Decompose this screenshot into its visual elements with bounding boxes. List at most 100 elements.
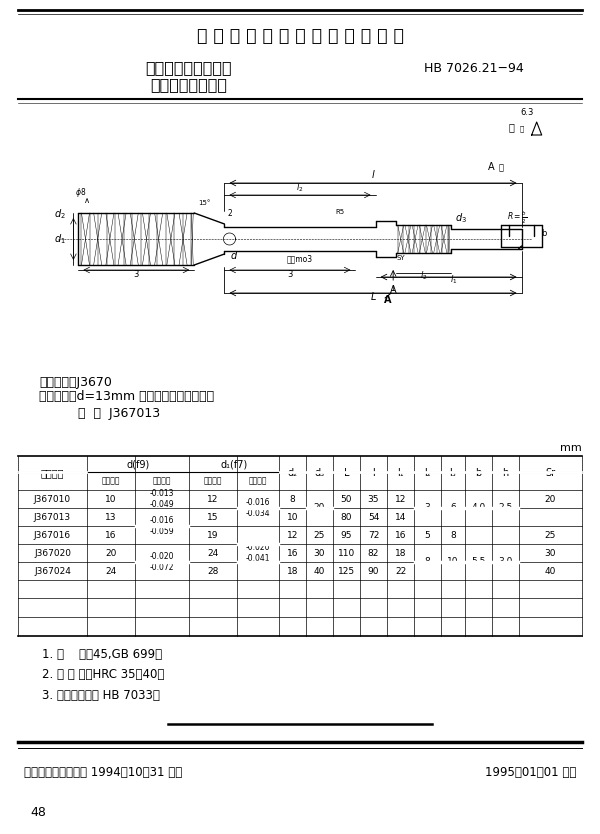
Text: 标记代号: 标记代号 [41, 468, 64, 478]
Text: 16: 16 [287, 549, 298, 557]
Text: $d$: $d$ [230, 249, 239, 261]
Text: d₁(f7): d₁(f7) [220, 459, 248, 469]
Text: 分类代号：J3670: 分类代号：J3670 [39, 375, 112, 389]
Text: 中国航空工业总公司 1994－10－31 发布: 中国航空工业总公司 1994－10－31 发布 [24, 766, 182, 778]
Text: $d_1$: $d_1$ [55, 232, 66, 246]
Text: $\phi 8$: $\phi 8$ [75, 186, 86, 199]
Text: 滚花mo3: 滚花mo3 [287, 254, 313, 263]
Text: 18: 18 [287, 566, 298, 575]
Text: 2.5: 2.5 [499, 504, 512, 513]
Text: l₁: l₁ [397, 468, 404, 478]
Text: 8: 8 [425, 557, 430, 566]
Text: 16: 16 [395, 530, 406, 540]
Text: -0.016
-0.034: -0.016 -0.034 [245, 498, 271, 518]
Text: 15: 15 [207, 513, 219, 521]
Text: A: A [383, 295, 391, 305]
Text: -0.013
-0.049: -0.013 -0.049 [149, 490, 175, 509]
Text: 3. 技术条件：按 HB 7033。: 3. 技术条件：按 HB 7033。 [42, 689, 160, 702]
Text: 20: 20 [545, 495, 556, 504]
Text: $l_2$: $l_2$ [296, 181, 304, 193]
Text: $d_2$: $d_2$ [55, 207, 66, 221]
Text: 标记示例：d=13mm 的带滚花头定位插销：: 标记示例：d=13mm 的带滚花头定位插销： [39, 390, 214, 404]
Text: J367010: J367010 [34, 495, 71, 504]
Text: mm: mm [560, 443, 582, 453]
Text: 22: 22 [395, 566, 406, 575]
Text: 1. 材    料：45,GB 699。: 1. 材 料：45,GB 699。 [42, 647, 162, 661]
Text: 12: 12 [395, 495, 406, 504]
Text: 1995－01－01 实施: 1995－01－01 实施 [485, 766, 576, 778]
Text: 110: 110 [338, 549, 355, 557]
Text: 24: 24 [208, 549, 218, 557]
Text: 基本尺寸: 基本尺寸 [204, 476, 222, 485]
Text: 基本尺寸: 基本尺寸 [102, 476, 120, 485]
Text: ∧: ∧ [83, 196, 89, 205]
Text: 18: 18 [395, 549, 406, 557]
Text: 40: 40 [314, 566, 325, 575]
Text: 2. 热 处 理：HRC 35～40。: 2. 热 处 理：HRC 35～40。 [42, 668, 164, 681]
Text: J367013: J367013 [34, 513, 71, 521]
Text: 50: 50 [341, 495, 352, 504]
Text: 粗: 粗 [509, 122, 514, 132]
Text: h: h [502, 468, 509, 478]
Text: L: L [370, 292, 376, 302]
Text: 夹具通用元件定位件: 夹具通用元件定位件 [146, 61, 232, 76]
Text: 10: 10 [105, 495, 117, 504]
Text: l₃: l₃ [449, 468, 457, 478]
Text: 30: 30 [545, 549, 556, 557]
Text: 8: 8 [290, 495, 295, 504]
Text: -0.016
-0.059: -0.016 -0.059 [149, 516, 175, 535]
Text: 48: 48 [30, 806, 46, 818]
Text: 30: 30 [314, 549, 325, 557]
Text: b: b [542, 229, 547, 238]
Text: J367020: J367020 [34, 549, 71, 557]
Text: 插  销  J367013: 插 销 J367013 [78, 406, 160, 420]
Text: 3.0: 3.0 [499, 557, 512, 566]
Text: 2: 2 [227, 209, 232, 218]
Text: 12: 12 [287, 530, 298, 540]
Text: 3: 3 [287, 270, 293, 279]
Text: 12: 12 [208, 495, 218, 504]
Text: d(f9): d(f9) [127, 459, 149, 469]
Text: 5.5: 5.5 [472, 557, 485, 566]
Text: $d_3$: $d_3$ [455, 211, 467, 225]
Text: 24: 24 [106, 566, 116, 575]
Text: 28: 28 [208, 566, 218, 575]
Text: 13: 13 [105, 513, 117, 521]
Text: d₃: d₃ [314, 468, 325, 478]
Text: 90: 90 [368, 566, 379, 575]
Text: 20: 20 [314, 504, 325, 513]
Text: 3: 3 [134, 270, 139, 279]
Text: R5: R5 [336, 209, 345, 215]
Text: 带滚花头定位插销: 带滚花头定位插销 [151, 78, 227, 93]
Text: 35: 35 [368, 495, 379, 504]
Text: 极限偏差: 极限偏差 [249, 476, 267, 485]
Text: 4.0: 4.0 [472, 504, 485, 513]
Text: 82: 82 [368, 549, 379, 557]
Text: -0.020
-0.072: -0.020 -0.072 [150, 552, 174, 571]
Text: 极限偏差: 极限偏差 [153, 476, 171, 485]
Text: b: b [475, 468, 482, 478]
Text: $R=\frac{b}{2}$: $R=\frac{b}{2}$ [506, 209, 527, 226]
Text: A: A [390, 285, 397, 295]
Text: 72: 72 [368, 530, 379, 540]
Text: 20: 20 [106, 549, 116, 557]
Text: 25: 25 [314, 530, 325, 540]
Text: 3: 3 [425, 504, 430, 513]
Text: 19: 19 [207, 530, 219, 540]
Text: 95: 95 [341, 530, 352, 540]
Text: SY: SY [397, 255, 405, 261]
Text: 125: 125 [338, 566, 355, 575]
Text: 6: 6 [450, 504, 456, 513]
Text: l₂: l₂ [424, 468, 431, 478]
Text: 14: 14 [395, 513, 406, 521]
Text: 54: 54 [368, 513, 379, 521]
Text: L: L [344, 468, 349, 478]
Text: 糙: 糙 [520, 125, 524, 132]
Text: 8: 8 [450, 530, 456, 540]
Text: J367016: J367016 [34, 530, 71, 540]
Text: 15°: 15° [198, 200, 211, 206]
Text: 中 华 人 民 共 和 国 航 空 工 业 标 准: 中 华 人 民 共 和 国 航 空 工 业 标 准 [197, 27, 403, 45]
Text: -0.020
-0.041: -0.020 -0.041 [246, 543, 270, 563]
Text: Sr: Sr [545, 468, 556, 478]
Text: J367024: J367024 [34, 566, 71, 575]
